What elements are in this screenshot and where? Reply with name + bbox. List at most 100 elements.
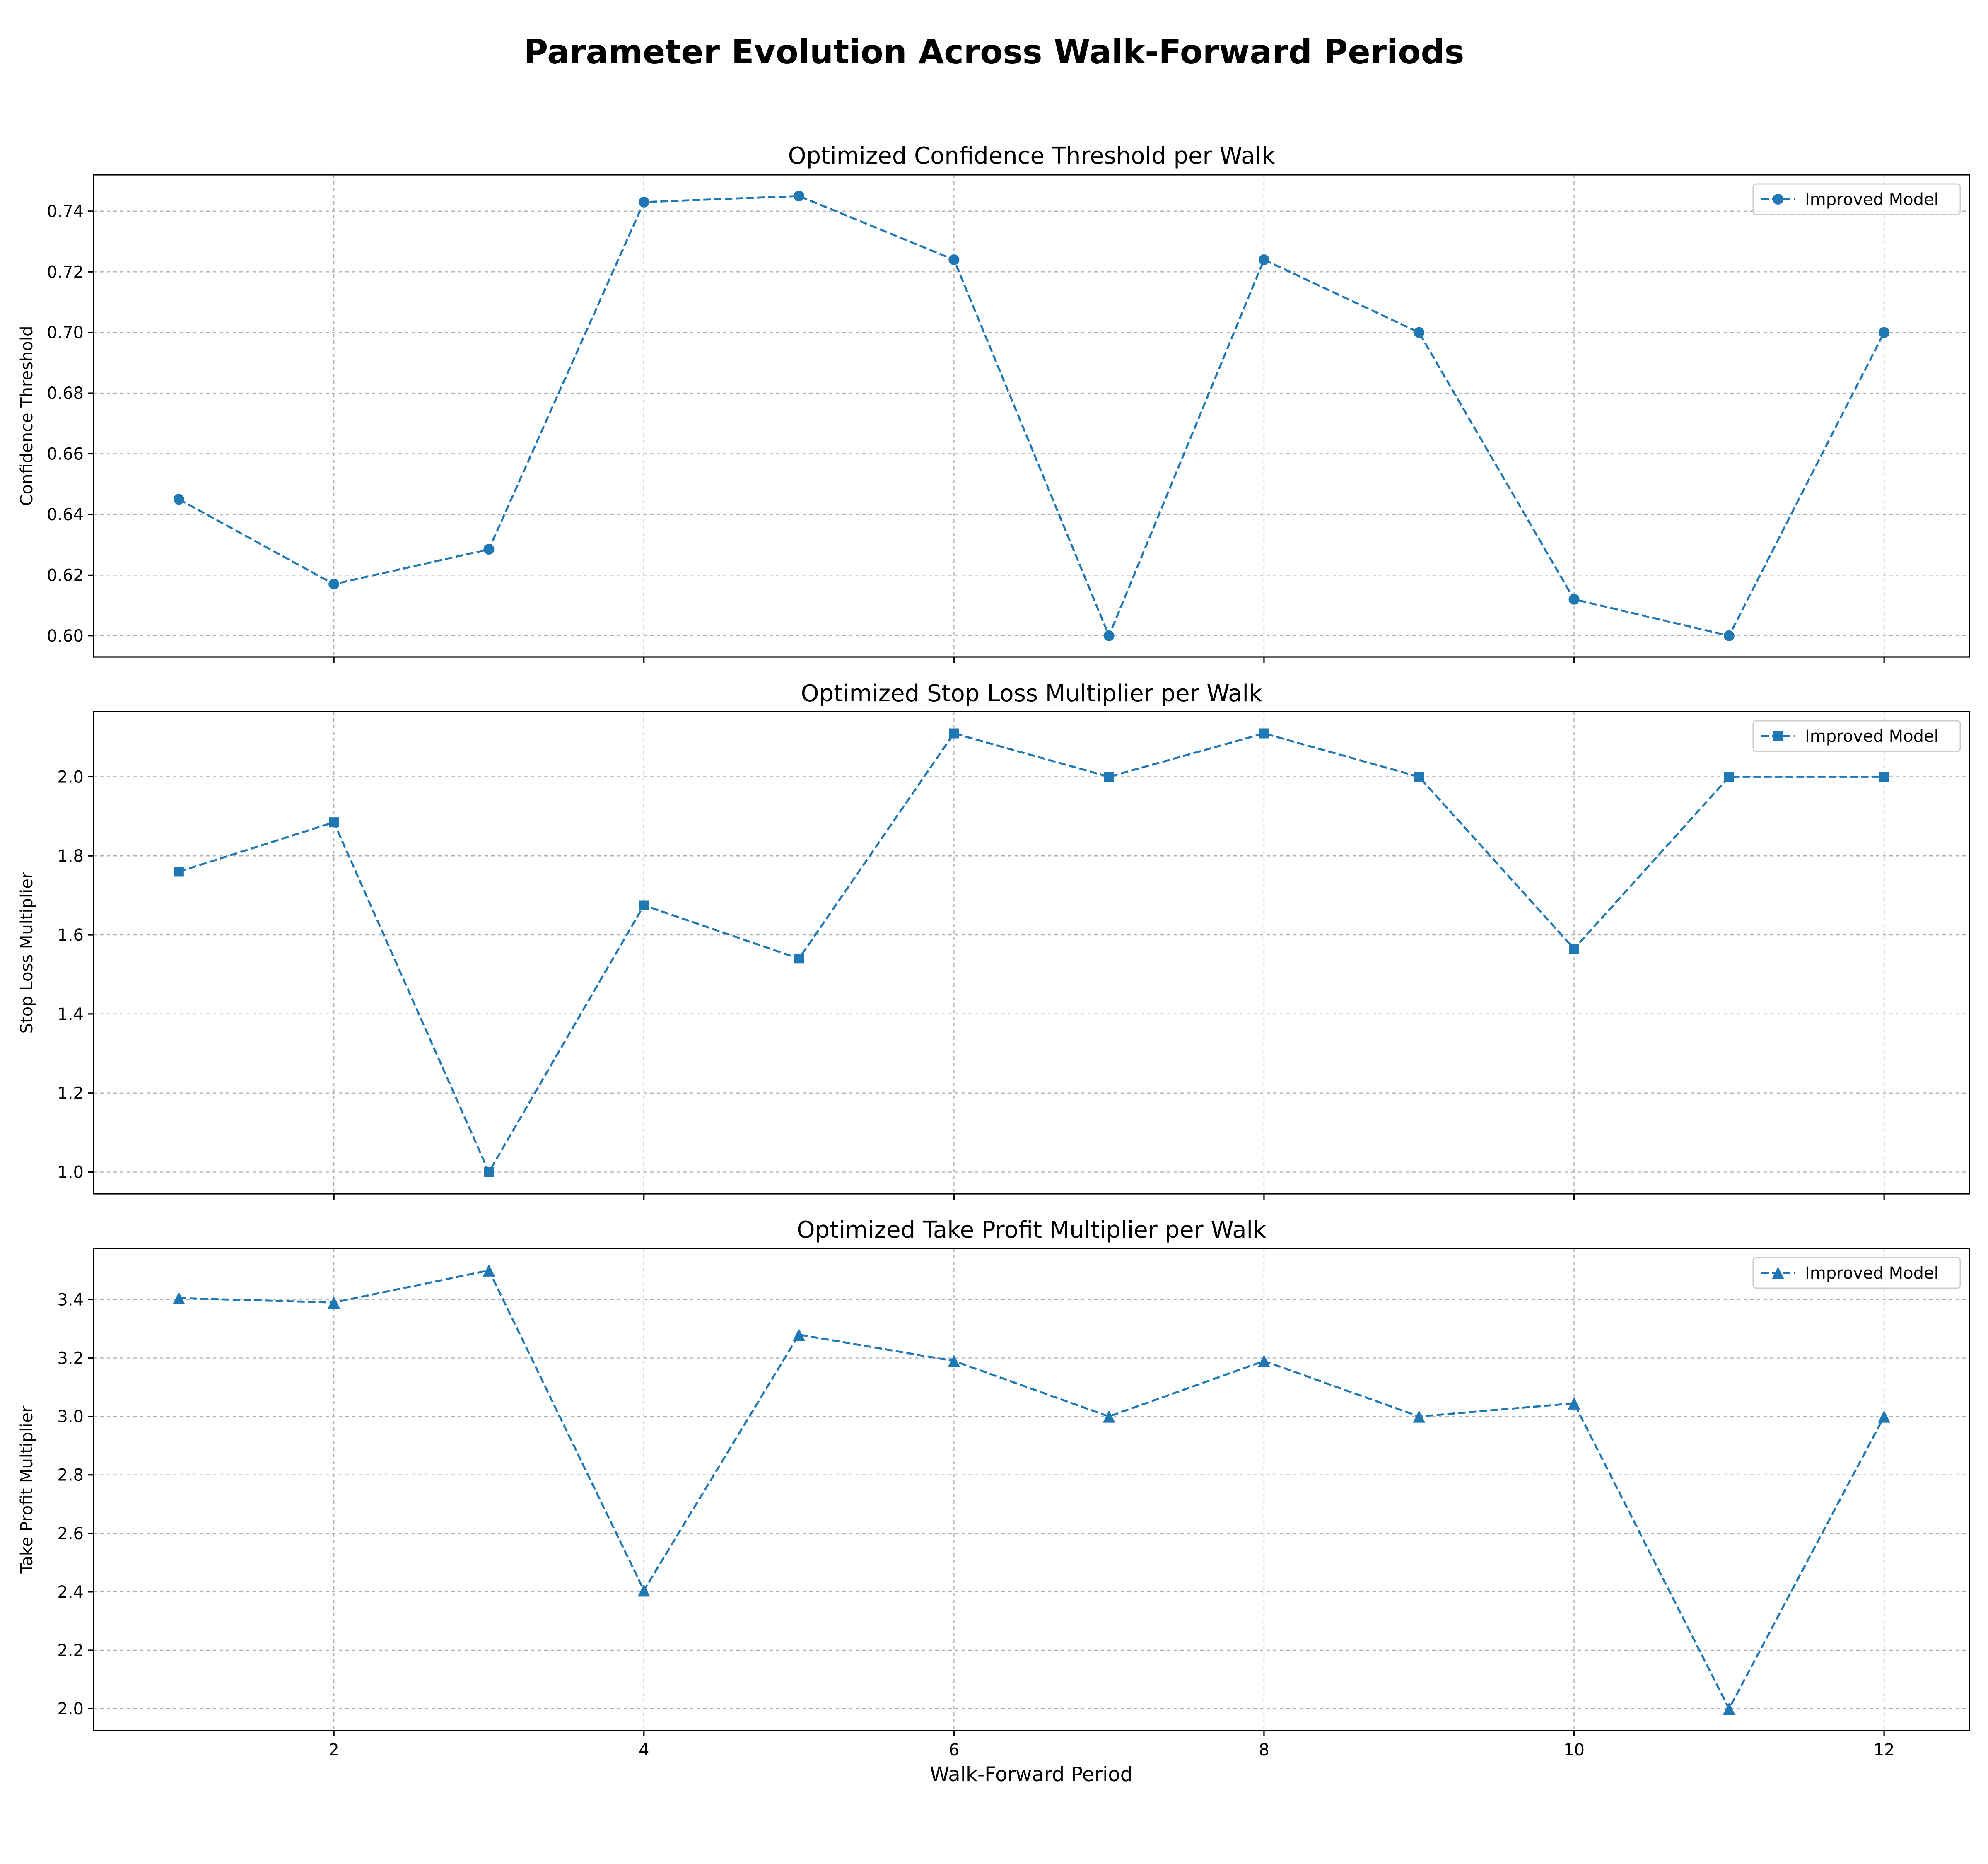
series-line bbox=[179, 1269, 1885, 1711]
data-point bbox=[1414, 327, 1425, 338]
data-point bbox=[948, 1355, 960, 1367]
data-point bbox=[1257, 1355, 1270, 1367]
data-point bbox=[1258, 254, 1269, 265]
x-tick-label: 8 bbox=[1259, 1741, 1269, 1760]
subplots: 0.60 0.62 0.64 0.66 0.68 0.70 0.72 0.74 Optimize… bbox=[17, 142, 1970, 1760]
y-tick-label: 1.0 bbox=[57, 1163, 84, 1182]
x-tick-label: 12 bbox=[1874, 1741, 1895, 1760]
data-point bbox=[483, 1264, 495, 1277]
subplot-3: 2.0 2.2 2.4 2.6 2.8 3.0 3.2 3.4 2 4 6 8 10 12 Optimize… bbox=[17, 1217, 1970, 1760]
y-tick-label: 1.4 bbox=[57, 1005, 84, 1024]
x-tick-label: 10 bbox=[1563, 1741, 1585, 1760]
data-point bbox=[794, 954, 804, 964]
subplot-title: Optimized Stop Loss Multiplier per Walk bbox=[801, 680, 1263, 707]
y-tick-label: 2.0 bbox=[57, 1700, 84, 1719]
series-line bbox=[178, 195, 1885, 639]
data-point bbox=[328, 1296, 340, 1309]
x-tick-label: 6 bbox=[949, 1741, 959, 1760]
data-point bbox=[484, 1167, 494, 1177]
subplot-title: Optimized Take Profit Multiplier per Wal… bbox=[797, 1217, 1267, 1243]
legend: Improved Model bbox=[1752, 720, 1961, 752]
y-axis-label: Take Profit Multiplier bbox=[17, 1405, 36, 1574]
data-point bbox=[1259, 728, 1269, 739]
data-point bbox=[949, 728, 959, 739]
data-point bbox=[329, 817, 339, 828]
data-point bbox=[1104, 772, 1114, 782]
data-point bbox=[1879, 327, 1890, 338]
legend-marker bbox=[1773, 731, 1783, 741]
legend-box bbox=[1752, 183, 1961, 215]
data-point bbox=[1878, 1410, 1891, 1423]
series bbox=[174, 728, 1889, 1177]
data-point bbox=[172, 1292, 185, 1304]
y-tick-label: 2.0 bbox=[57, 768, 84, 787]
series bbox=[172, 1264, 1891, 1715]
series-line bbox=[179, 732, 1884, 1174]
legend-marker bbox=[1772, 1267, 1784, 1279]
legend-label: Improved Model bbox=[1805, 727, 1939, 746]
subplot-1: 0.60 0.62 0.64 0.66 0.68 0.70 0.72 0.74 Optimize… bbox=[17, 142, 1970, 663]
data-point bbox=[637, 1584, 650, 1597]
axes-frame bbox=[93, 174, 1970, 658]
subplot-2: 1.0 1.2 1.4 1.6 1.8 2.0 Optimized Stop Loss Mu… bbox=[17, 680, 1970, 1200]
data-point bbox=[1414, 772, 1424, 782]
data-point bbox=[1103, 630, 1115, 641]
legend-box bbox=[1752, 720, 1961, 752]
data-point bbox=[1723, 630, 1735, 641]
y-tick-label: 2.2 bbox=[57, 1641, 84, 1660]
series bbox=[173, 191, 1890, 641]
data-point bbox=[794, 191, 805, 202]
data-point bbox=[1724, 772, 1734, 782]
y-axis-label: Confidence Threshold bbox=[17, 326, 36, 506]
y-tick-label: 3.0 bbox=[57, 1408, 84, 1427]
data-point bbox=[1568, 594, 1580, 605]
data-point bbox=[328, 579, 340, 590]
figure-title: Parameter Evolution Across Walk-Forward … bbox=[524, 33, 1464, 71]
y-tick-label: 0.72 bbox=[47, 263, 84, 282]
y-tick-label: 0.68 bbox=[47, 384, 84, 403]
y-tick-label: 2.8 bbox=[57, 1466, 84, 1485]
legend-marker bbox=[1773, 194, 1783, 205]
data-point bbox=[948, 254, 960, 265]
y-tick-label: 0.74 bbox=[47, 202, 84, 221]
grid bbox=[94, 1248, 1969, 1731]
data-point bbox=[1723, 1702, 1735, 1715]
data-point bbox=[638, 196, 649, 208]
legend: Improved Model bbox=[1752, 183, 1961, 215]
data-point bbox=[1103, 1410, 1115, 1423]
y-tick-label: 0.62 bbox=[47, 566, 84, 585]
axes-frame bbox=[93, 1248, 1970, 1731]
y-tick-label: 2.6 bbox=[57, 1524, 84, 1543]
y-tick-label: 0.60 bbox=[47, 627, 84, 646]
x-tick-label: 4 bbox=[639, 1741, 649, 1760]
data-point bbox=[174, 867, 184, 877]
legend: Improved Model bbox=[1752, 1257, 1961, 1289]
y-tick-label: 2.4 bbox=[57, 1583, 84, 1602]
data-point bbox=[1879, 772, 1889, 782]
legend-label: Improved Model bbox=[1805, 190, 1939, 209]
axes-frame bbox=[93, 711, 1970, 1195]
x-axis-label: Walk-Forward Period bbox=[930, 1763, 1133, 1786]
data-point bbox=[1413, 1410, 1426, 1423]
y-axis-label: Stop Loss Multiplier bbox=[17, 872, 36, 1033]
y-tick-label: 0.66 bbox=[47, 445, 84, 464]
data-point bbox=[173, 494, 184, 505]
data-point bbox=[1568, 1397, 1580, 1410]
legend-label: Improved Model bbox=[1805, 1264, 1939, 1283]
y-tick-label: 1.2 bbox=[57, 1084, 84, 1103]
y-tick-label: 1.6 bbox=[57, 926, 84, 945]
x-tick-label: 2 bbox=[328, 1741, 339, 1760]
y-tick-label: 0.70 bbox=[47, 324, 84, 343]
data-point bbox=[793, 1328, 806, 1341]
grid bbox=[94, 712, 1969, 1194]
legend-box bbox=[1752, 1257, 1961, 1289]
data-point bbox=[1569, 944, 1579, 954]
y-tick-label: 3.2 bbox=[57, 1349, 84, 1368]
y-tick-label: 3.4 bbox=[57, 1290, 84, 1309]
data-point bbox=[639, 900, 649, 910]
y-tick-label: 1.8 bbox=[57, 847, 84, 866]
data-point bbox=[483, 544, 495, 555]
y-tick-label: 0.64 bbox=[47, 505, 84, 524]
